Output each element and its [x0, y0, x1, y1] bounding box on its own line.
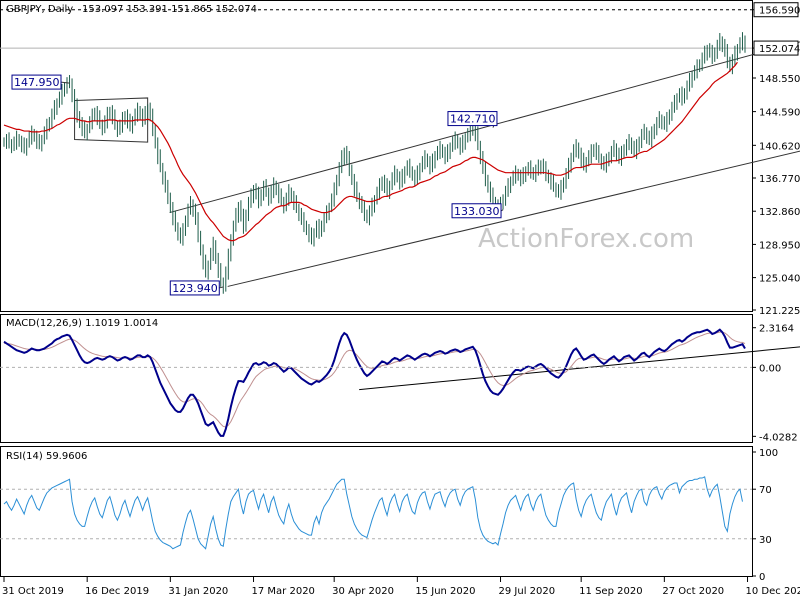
price-title: GBPJPY, Daily: [6, 4, 73, 15]
macd-y-axis: 2.3164 0.00 -4.0282: [0, 324, 798, 443]
y-tick-label: 125.040: [759, 274, 800, 285]
annotation-box: [11, 74, 62, 90]
price-bars: [3, 32, 746, 294]
annotation-label: 123.940: [172, 282, 218, 295]
y-tick-label: 156.590: [759, 6, 800, 17]
x-tick-label: 29 Jul 2020: [499, 586, 556, 597]
y-tick-label: 136.770: [759, 174, 800, 185]
macd-line: [3, 328, 746, 437]
x-tick-label: 31 Jan 2020: [168, 586, 228, 597]
watermark: ActionForex.com: [478, 224, 694, 254]
moving-average-line: [3, 61, 738, 242]
rsi-series-line: [3, 476, 743, 550]
y-tick-label: 100: [759, 448, 778, 459]
price-y-axis: 156.590 152.074 148.550 144.590 140.620 136.7…: [752, 2, 800, 317]
price-channel: [74, 41, 800, 287]
macd-signal-line: [4, 331, 746, 428]
rsi-levels: [0, 488, 752, 540]
y-tick-label: 0.00: [759, 363, 781, 374]
rsi-line: [3, 476, 743, 550]
x-tick-label: 27 Oct 2020: [662, 586, 724, 597]
x-tick-label: 11 Sep 2020: [579, 586, 642, 597]
channel-upper-line: [169, 41, 800, 214]
y-tick-label: 132.860: [759, 207, 800, 218]
y-tick-label: 144.590: [759, 108, 800, 119]
consolidation-box: [74, 97, 149, 143]
y-tick-label: 121.225: [759, 306, 800, 317]
x-tick-label: 17 Mar 2020: [252, 586, 315, 597]
macd-lines: [3, 328, 746, 437]
y-tick-label: 0: [759, 572, 765, 583]
annotation-box: [447, 111, 498, 127]
x-tick-label: 15 Jun 2020: [415, 586, 475, 597]
x-tick-label: 31 Oct 2019: [2, 586, 64, 597]
y-tick-label: 140.620: [759, 141, 800, 152]
macd-trend-line: [359, 346, 800, 391]
y-tick-label: 30: [759, 535, 772, 546]
y-tick-label: 152.074: [759, 44, 800, 55]
y-tick-label: 2.3164: [759, 324, 794, 335]
y-tick-label: 148.550: [759, 74, 800, 85]
y-tick-label: 70: [759, 485, 772, 496]
price-ohlc: 153.097 153.391 151.865 152.074: [82, 4, 257, 15]
x-tick-label: 30 Apr 2020: [332, 586, 394, 597]
annotation-label: 133.030: [454, 205, 500, 218]
x-tick-label: 10 Dec 2020: [746, 586, 800, 597]
rsi-y-axis: 100 70 30 0: [752, 448, 778, 583]
macd-support-trendline: [359, 346, 800, 391]
annotation-leader: [60, 81, 70, 84]
annotation-box: [451, 203, 502, 219]
price-annotations: 147.950 142.710 123.940 133.030: [11, 74, 504, 296]
price-marker-box: [753, 40, 799, 56]
y-tick-label: 128.950: [759, 240, 800, 251]
price-marker-box: [753, 2, 799, 18]
annotation-box: [169, 280, 220, 296]
annotation-label: 147.950: [14, 76, 60, 89]
annotation-leader: [219, 286, 224, 289]
rsi-title: RSI(14) 59.9606: [6, 451, 87, 462]
rsi-panel-frame: [0, 446, 753, 577]
price-panel-frame: [0, 0, 753, 312]
macd-panel-frame: [0, 314, 753, 443]
y-tick-label: -4.0282: [759, 432, 798, 443]
macd-title: MACD(12,26,9) 1.1019 1.0014: [6, 318, 158, 329]
time-axis: 31 Oct 2019 16 Dec 2019 31 Jan 2020 17 Mar …: [2, 577, 800, 597]
channel-lower-line: [227, 150, 800, 287]
annotation-label: 142.710: [450, 113, 496, 126]
x-tick-label: 16 Dec 2019: [85, 586, 149, 597]
price-gridlines: [0, 9, 752, 49]
moving-average: [3, 61, 738, 242]
